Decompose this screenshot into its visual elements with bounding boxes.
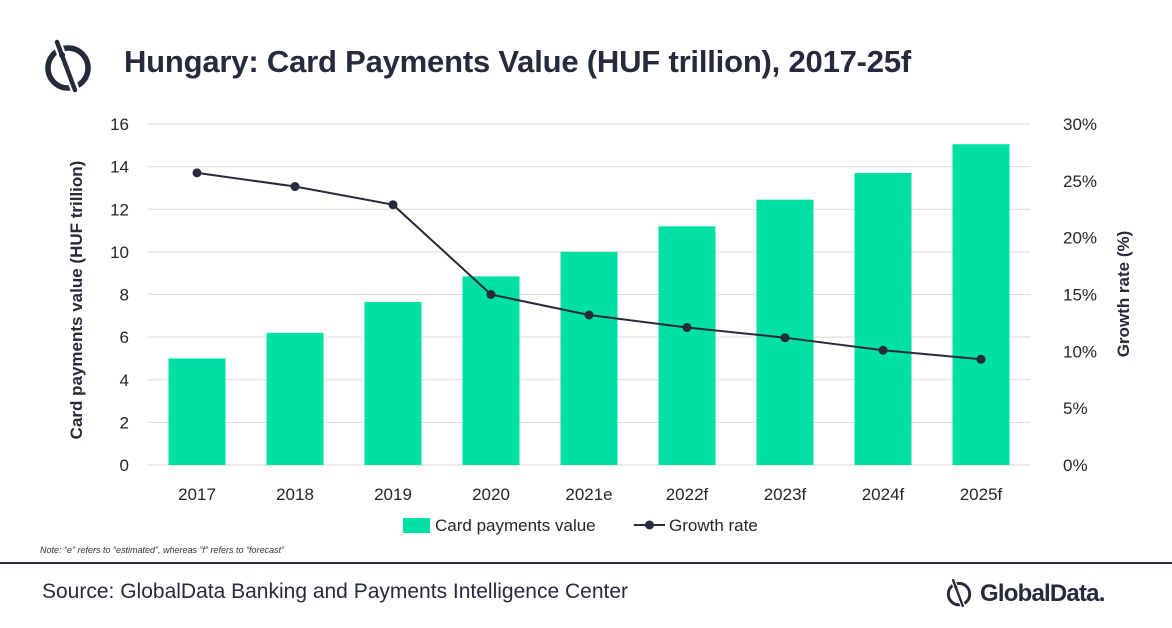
chart-title: Hungary: Card Payments Value (HUF trilli… xyxy=(124,44,911,79)
legend-label-bar: Card payments value xyxy=(435,516,596,535)
y-tick-label: 12 xyxy=(110,200,129,219)
y-tick-label: 0 xyxy=(120,456,129,475)
growth-point xyxy=(976,354,986,364)
legend-label-line: Growth rate xyxy=(669,516,758,535)
bar xyxy=(756,199,814,466)
x-tick-label: 2019 xyxy=(374,485,412,504)
y2-tick-label: 10% xyxy=(1063,342,1097,361)
y-tick-label: 6 xyxy=(120,328,129,347)
bar xyxy=(854,173,912,466)
x-tick-label: 2022f xyxy=(666,485,709,504)
bar xyxy=(560,251,618,465)
growth-point xyxy=(388,200,398,210)
x-tick-label: 2023f xyxy=(764,485,807,504)
x-tick-label: 2020 xyxy=(472,485,510,504)
globaldata-logo-icon xyxy=(45,38,91,94)
bar xyxy=(364,301,422,465)
growth-point xyxy=(682,322,692,332)
y2-tick-label: 5% xyxy=(1063,399,1088,418)
y-tick-label: 16 xyxy=(110,115,129,134)
y-axis-label: Card payments value (HUF trillion) xyxy=(67,161,86,440)
y-tick-label: 2 xyxy=(120,413,129,432)
globaldata-logo-icon xyxy=(946,578,972,608)
brand-logo: GlobalData. xyxy=(944,575,1144,613)
footnote: Note: “e” refers to “estimated”, whereas… xyxy=(40,545,285,555)
combo-chart: 0 2 4 6 8 10 12 14 16 0% 5% 10% 15% 20% 25% 30% 2017 2018… xyxy=(67,115,1133,535)
y2-tick-label: 30% xyxy=(1063,115,1097,134)
x-tick-label: 2024f xyxy=(862,485,905,504)
y-tick-label: 14 xyxy=(110,158,129,177)
bar xyxy=(658,226,716,465)
y2-tick-label: 0% xyxy=(1063,456,1088,475)
y-tick-label: 4 xyxy=(120,371,129,390)
bar xyxy=(952,144,1010,465)
y-tick-label: 8 xyxy=(120,286,129,305)
y-tick-label: 10 xyxy=(110,243,129,262)
source-text: Source: GlobalData Banking and Payments … xyxy=(42,580,629,603)
x-tick-label: 2025f xyxy=(960,485,1003,504)
y2-tick-label: 15% xyxy=(1063,286,1097,305)
bar xyxy=(266,332,324,465)
growth-point xyxy=(780,333,790,343)
y2-tick-label: 25% xyxy=(1063,172,1097,191)
brand-name: GlobalData. xyxy=(980,580,1105,607)
footer-divider xyxy=(0,562,1172,564)
x-tick-label: 2021e xyxy=(565,485,612,504)
legend-swatch-bar xyxy=(403,518,430,533)
legend-marker-line xyxy=(645,520,654,530)
bar xyxy=(168,358,226,465)
growth-point xyxy=(192,168,202,178)
growth-point xyxy=(878,345,888,355)
growth-point xyxy=(584,310,594,320)
x-tick-label: 2017 xyxy=(178,485,216,504)
y2-axis-label: Growth rate (%) xyxy=(1114,231,1133,358)
bar xyxy=(462,276,520,465)
y2-tick-label: 20% xyxy=(1063,229,1097,248)
x-tick-label: 2018 xyxy=(276,485,314,504)
growth-point xyxy=(290,182,300,192)
growth-point xyxy=(486,290,496,299)
